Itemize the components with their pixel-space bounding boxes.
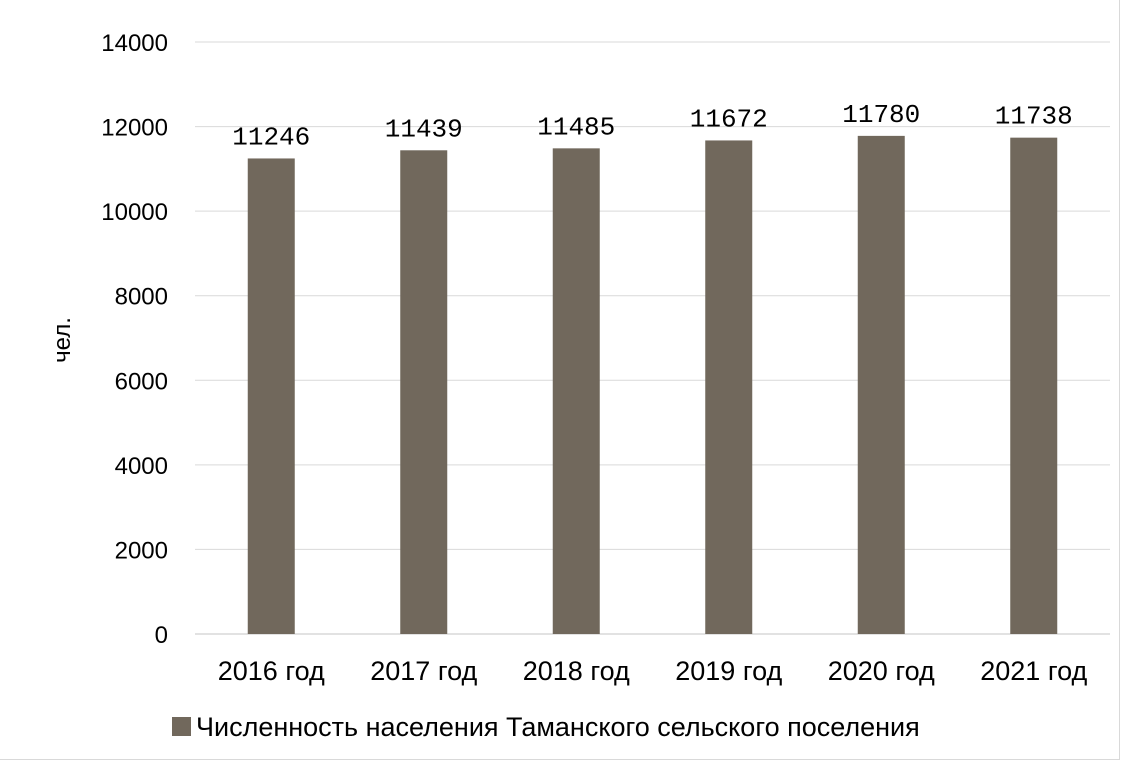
y-axis-ticks: 0 2000 4000 6000 8000 10000 12000 14000: [101, 30, 168, 649]
bar: [857, 135, 905, 635]
bar: [1010, 137, 1058, 635]
data-labels: 11246 11439 11485 11672 11780 11738: [232, 100, 1073, 153]
x-tick-label: 2016 год: [218, 656, 325, 686]
y-tick-label: 12000: [101, 115, 168, 142]
bar: [705, 140, 753, 634]
y-tick-label: 14000: [101, 30, 168, 57]
data-label: 11780: [842, 100, 920, 130]
x-tick-label: 2021 год: [980, 656, 1087, 686]
y-tick-label: 6000: [115, 368, 168, 395]
y-tick-label: 8000: [115, 284, 168, 311]
bar: [552, 148, 600, 634]
legend-swatch: [172, 717, 191, 736]
x-tick-label: 2017 год: [370, 656, 477, 686]
bar: [400, 150, 448, 635]
data-label: 11485: [537, 112, 615, 142]
y-tick-label: 2000: [115, 537, 168, 564]
x-tick-label: 2018 год: [523, 656, 630, 686]
data-label: 11246: [232, 122, 310, 152]
legend: Численность населения Таманского сельско…: [172, 712, 920, 742]
data-label: 11672: [690, 104, 768, 134]
x-tick-label: 2019 год: [675, 656, 782, 686]
x-tick-label: 2020 год: [828, 656, 935, 686]
legend-label: Численность населения Таманского сельско…: [196, 712, 920, 742]
data-label: 11738: [995, 102, 1073, 132]
x-axis-ticks: 2016 год 2017 год 2018 год 2019 год 2020 год…: [218, 656, 1088, 686]
bars: [247, 135, 1058, 635]
y-tick-label: 0: [155, 622, 168, 649]
gridlines: [195, 41, 1110, 635]
bar: [247, 158, 295, 634]
y-tick-label: 4000: [115, 453, 168, 480]
data-label: 11439: [385, 114, 463, 144]
y-tick-label: 10000: [101, 199, 168, 226]
y-axis-title: чел.: [49, 317, 76, 363]
